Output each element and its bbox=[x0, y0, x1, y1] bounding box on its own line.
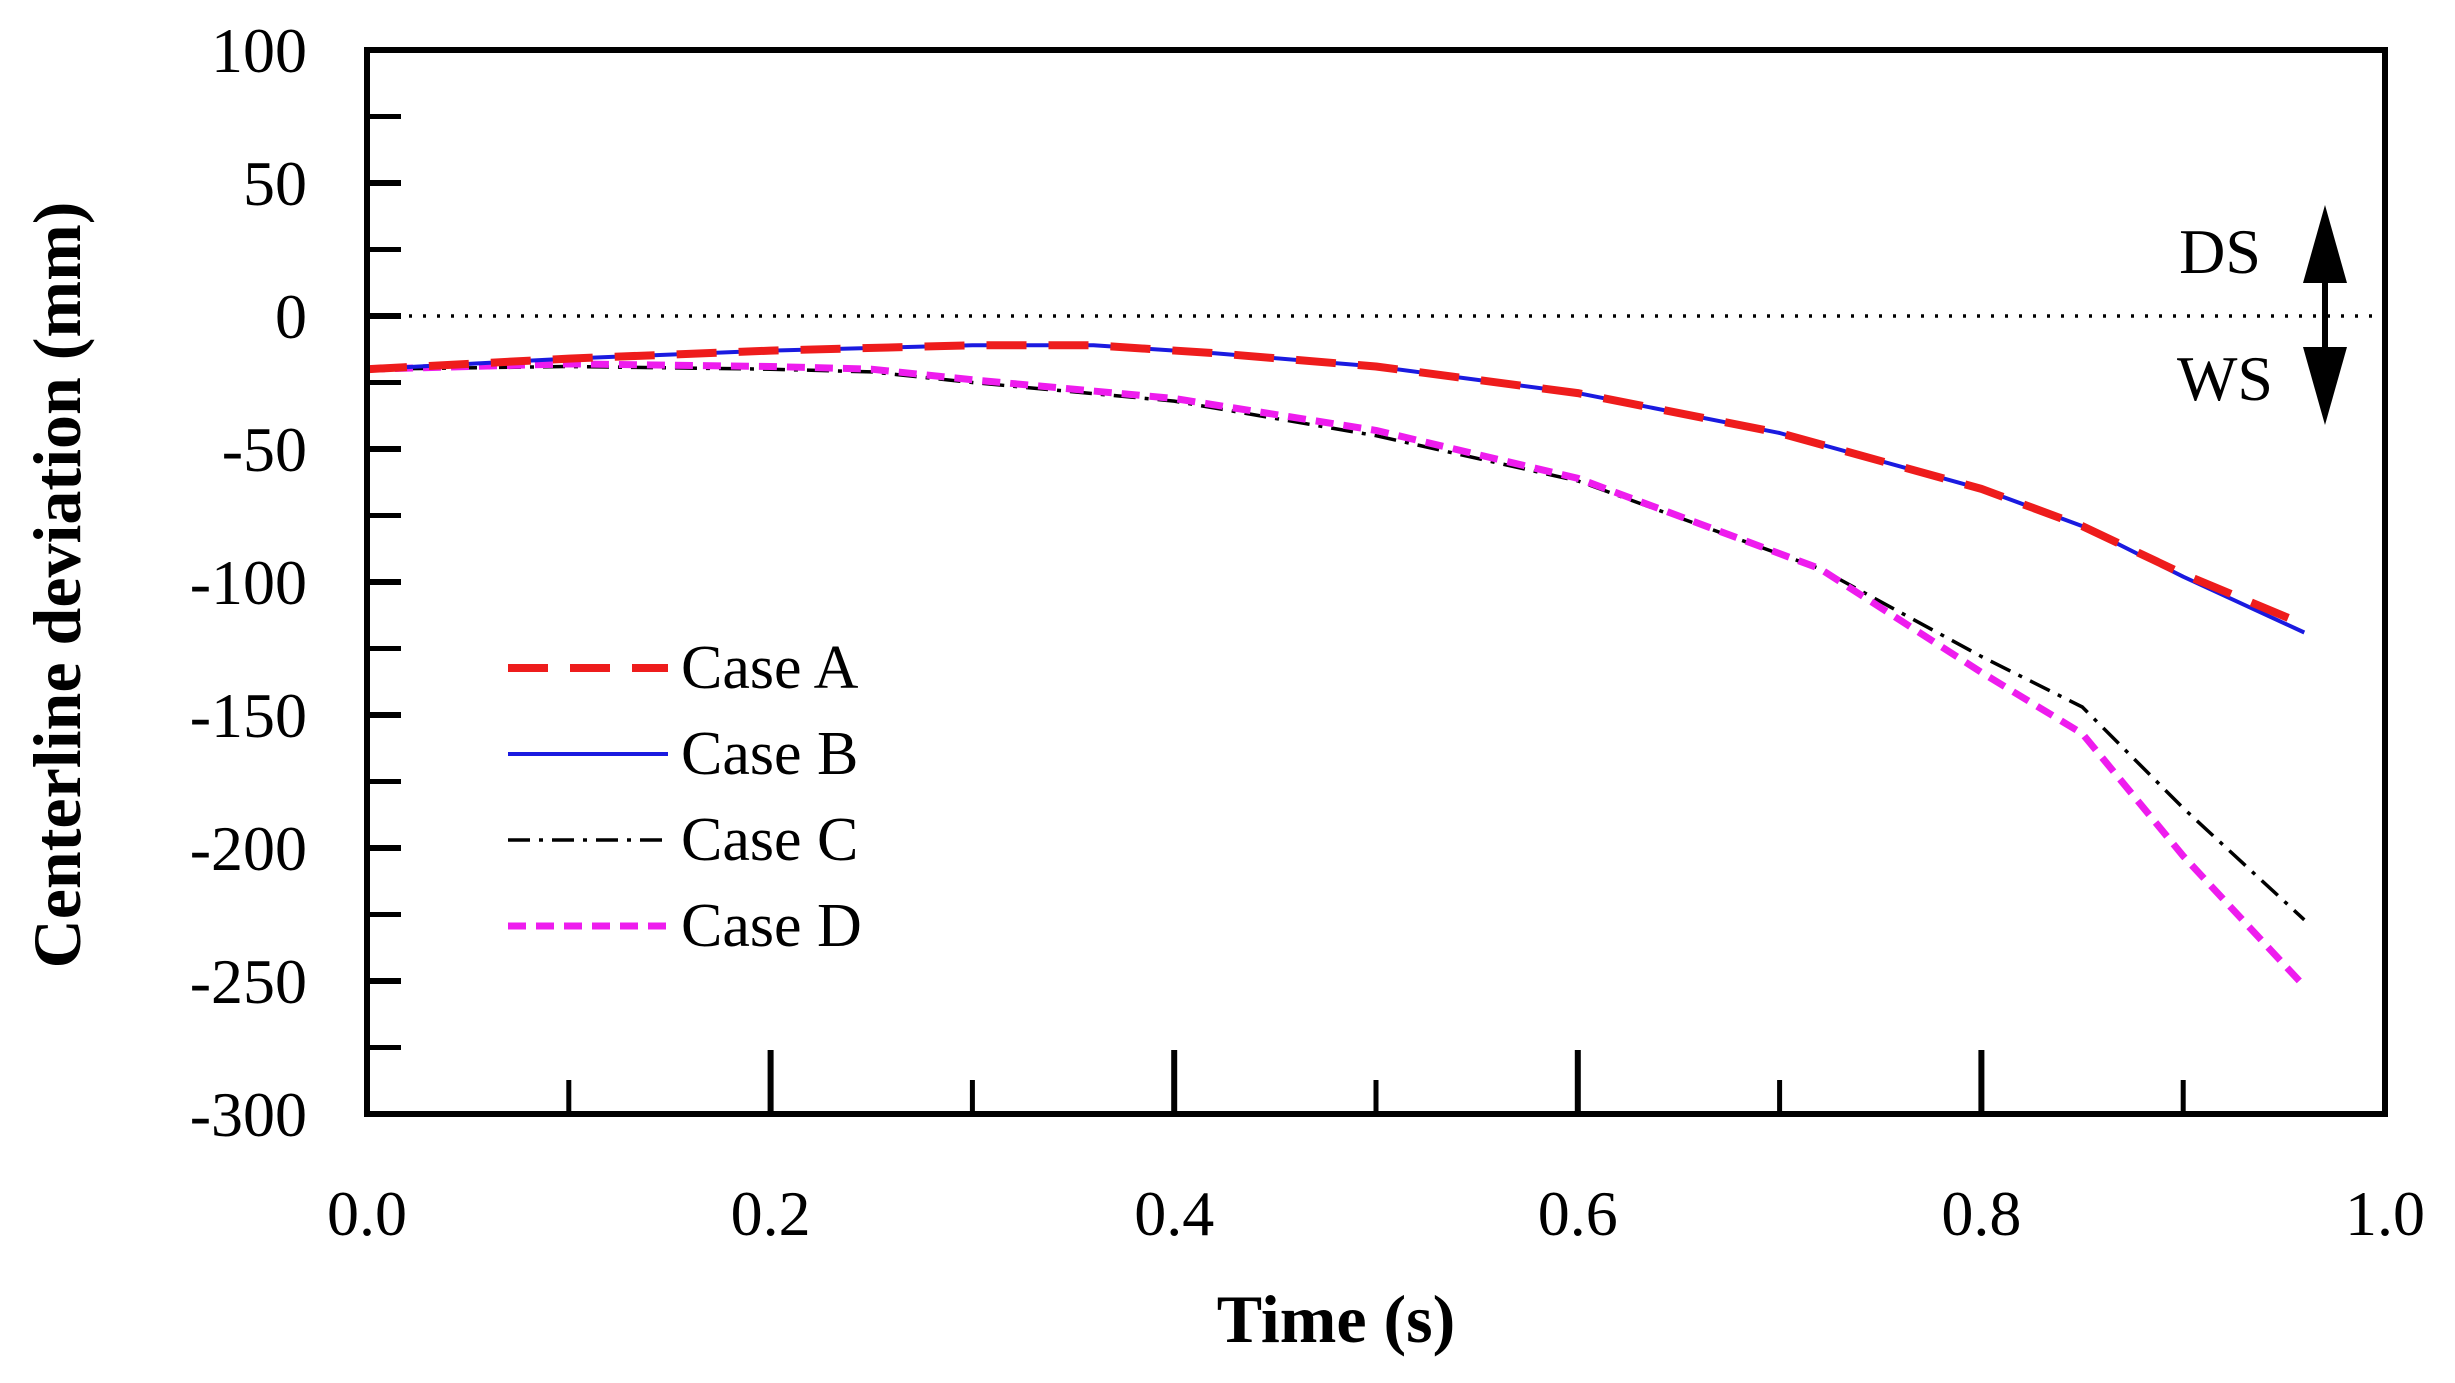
x-tick-label: 1.0 bbox=[2345, 1178, 2425, 1249]
y-tick-label: 50 bbox=[243, 148, 307, 219]
ws-arrow-down-icon bbox=[2303, 347, 2347, 425]
y-tick-label: -200 bbox=[190, 813, 307, 884]
y-tick-label: -300 bbox=[190, 1079, 307, 1150]
x-tick-label: 0.4 bbox=[1134, 1178, 1214, 1249]
x-tick-label: 0.8 bbox=[1941, 1178, 2021, 1249]
y-tick-label: -50 bbox=[222, 414, 307, 485]
x-tick-label: 0.6 bbox=[1538, 1178, 1618, 1249]
y-tick-label: -150 bbox=[190, 680, 307, 751]
x-tick-label: 0.0 bbox=[327, 1178, 407, 1249]
x-tick-label: 0.2 bbox=[731, 1178, 811, 1249]
ds-label: DS bbox=[2179, 216, 2261, 287]
legend-label: Case A bbox=[681, 634, 859, 702]
ws-label: WS bbox=[2177, 343, 2273, 414]
series-layer bbox=[366, 341, 2307, 989]
series-line-case-a bbox=[366, 341, 2306, 629]
ds-arrow-up-icon bbox=[2303, 205, 2347, 283]
y-tick-label: -250 bbox=[190, 946, 307, 1017]
ds-ws-annotation: DS WS bbox=[2177, 205, 2347, 425]
y-tick-label: 100 bbox=[211, 15, 307, 86]
y-tick-label: -100 bbox=[190, 547, 307, 618]
legend-label: Case C bbox=[681, 806, 858, 874]
legend-label: Case D bbox=[681, 892, 862, 960]
legend-label: Case B bbox=[681, 720, 858, 788]
x-tick-labels: 0.0 0.2 0.4 0.6 0.8 1.0 bbox=[327, 1178, 2425, 1249]
legend: Case A Case B Case C Case D bbox=[508, 634, 862, 960]
series-line-case-d bbox=[366, 360, 2307, 989]
tick-layer bbox=[364, 47, 2388, 1117]
y-axis-title: Centerline deviation (mm) bbox=[19, 202, 95, 969]
y-tick-labels: 100 50 0 -50 -100 -150 -200 -250 -300 bbox=[190, 15, 307, 1150]
y-tick-label: 0 bbox=[275, 281, 307, 352]
x-axis-title: Time (s) bbox=[1217, 1281, 1456, 1357]
